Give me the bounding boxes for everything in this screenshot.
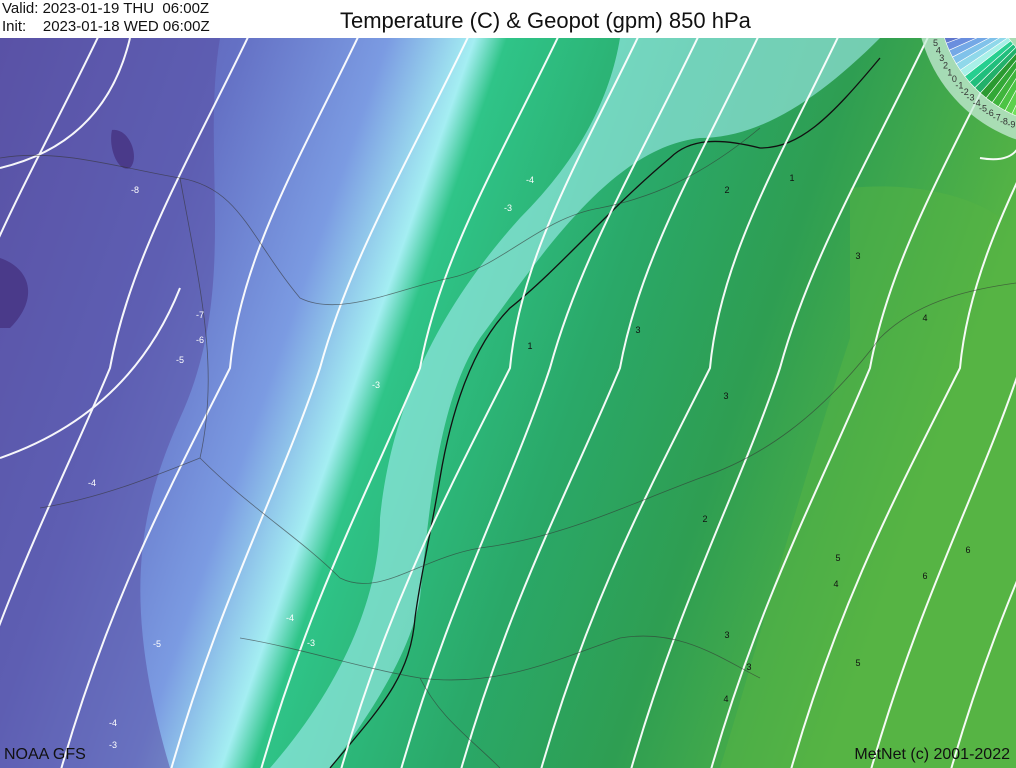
country-border <box>239 635 761 681</box>
init-time: Init: 2023-01-18 WED 06:00Z <box>2 18 210 35</box>
legend-label: -6 <box>986 108 994 118</box>
legend-label: 3 <box>939 53 944 63</box>
legend-label: -1 <box>955 81 963 91</box>
legend-label: -7 <box>993 112 1001 122</box>
model-name: NOAA GFS <box>4 746 86 763</box>
temperature-label: 3 <box>855 251 860 261</box>
country-border <box>419 677 501 768</box>
temperature-label: -3 <box>504 203 512 213</box>
country-borders <box>0 127 1016 768</box>
geopotential-contours <box>0 38 1016 768</box>
legend-label: 6 <box>931 38 936 40</box>
temperature-label: -4 <box>109 718 117 728</box>
weather-map[interactable]: -8-7-6-5-4-4-3-3-4-3-5-4-312133342546633… <box>0 38 1016 768</box>
geopotential-contour <box>540 38 839 768</box>
legend-label: 4 <box>936 45 941 55</box>
temperature-label: 2 <box>724 185 729 195</box>
legend-label: -5 <box>979 103 987 113</box>
geopotential-contour <box>0 38 249 627</box>
init-value: 2023-01-18 WED 06:00Z <box>42 18 210 35</box>
legend-label: -9 <box>1007 120 1015 130</box>
temperature-label: 3 <box>635 325 640 335</box>
temperature-label: -4 <box>286 613 294 623</box>
temperature-label: 6 <box>965 545 970 555</box>
temperature-label: -7 <box>196 310 204 320</box>
temperature-label: -5 <box>153 639 161 649</box>
geopotential-contour <box>710 38 1009 768</box>
legend-label: 1 <box>947 67 952 77</box>
geopotential-contour <box>0 38 131 169</box>
legend-label: -4 <box>973 98 981 108</box>
temperature-label: -3 <box>109 740 117 750</box>
legend-label: 5 <box>933 38 938 48</box>
geopotential-contour <box>870 376 1016 768</box>
temperature-label: -3 <box>372 380 380 390</box>
geopotential-contour <box>400 38 699 768</box>
temperature-label: 1 <box>789 173 794 183</box>
warm-region <box>720 186 1016 768</box>
geopotential-contour <box>170 38 469 768</box>
temperature-label: 3 <box>724 630 729 640</box>
temperature-label: -6 <box>196 335 204 345</box>
zero-isotherm <box>329 57 881 768</box>
temperature-label: 5 <box>835 553 840 563</box>
geopotential-contour <box>340 38 639 768</box>
geopotential-contour <box>260 38 559 768</box>
temperature-label: -8 <box>131 185 139 195</box>
cold-pocket <box>0 258 29 328</box>
legend-label: -2 <box>961 87 969 97</box>
temperature-label: 5 <box>855 658 860 668</box>
init-label: Init: <box>2 18 27 35</box>
temperature-label: 3 <box>723 391 728 401</box>
temperature-label: 4 <box>723 694 728 704</box>
temperature-label: -3 <box>307 638 315 648</box>
valid-label: Valid: <box>2 0 39 17</box>
country-border <box>179 177 1016 584</box>
temperature-label: 3 <box>746 662 751 672</box>
geopotential-contour <box>0 287 181 459</box>
legend-label: -8 <box>1000 116 1008 126</box>
cold-core-region <box>0 38 220 768</box>
temperature-label: 2 <box>702 514 707 524</box>
temperature-labels: -8 -7 -6 -5 -4 -4 -3 -3 -4 -3 -5 -4 -3 1 2 1 3 3 3 4 2 5 4 6 6 3 3… <box>88 173 971 750</box>
map-title: Temperature (C) & Geopot (gpm) 850 hPa <box>340 8 751 33</box>
geopotential-contour <box>60 38 359 768</box>
temperature-label: -4 <box>526 175 534 185</box>
valid-time: Valid: 2023-01-19 THU 06:00Z <box>2 0 209 17</box>
legend-swatch <box>944 38 961 44</box>
legend-label: 0 <box>952 74 957 84</box>
legend-label: -3 <box>967 93 975 103</box>
country-border <box>39 457 201 509</box>
country-border <box>0 127 761 306</box>
zero-isotherm-band <box>270 38 880 768</box>
geopotential-contour <box>950 580 1016 768</box>
temperature-label: -4 <box>88 478 96 488</box>
map-header: Valid: 2023-01-19 THU 06:00Z Init: 2023-… <box>0 0 1016 38</box>
geopotential-contour <box>0 38 99 238</box>
geopotential-contour <box>979 98 1016 161</box>
temperature-label: 4 <box>922 313 927 323</box>
valid-value: 2023-01-19 THU 06:00Z <box>42 0 210 17</box>
cold-pocket <box>111 129 134 169</box>
temperature-label: 4 <box>833 579 838 589</box>
temperature-label: -5 <box>176 355 184 365</box>
geopotential-contour <box>630 38 929 768</box>
copyright: MetNet (c) 2001-2022 <box>854 746 1010 763</box>
legend-label: 2 <box>943 60 948 70</box>
temperature-legend-wheel: -9-8-7-6-5-4-3-2-10123456789 <box>921 38 1016 140</box>
temperature-label: 6 <box>922 571 927 581</box>
temperature-label: 1 <box>527 341 532 351</box>
geopotential-contour <box>460 38 759 768</box>
geopotential-contour <box>790 182 1016 768</box>
